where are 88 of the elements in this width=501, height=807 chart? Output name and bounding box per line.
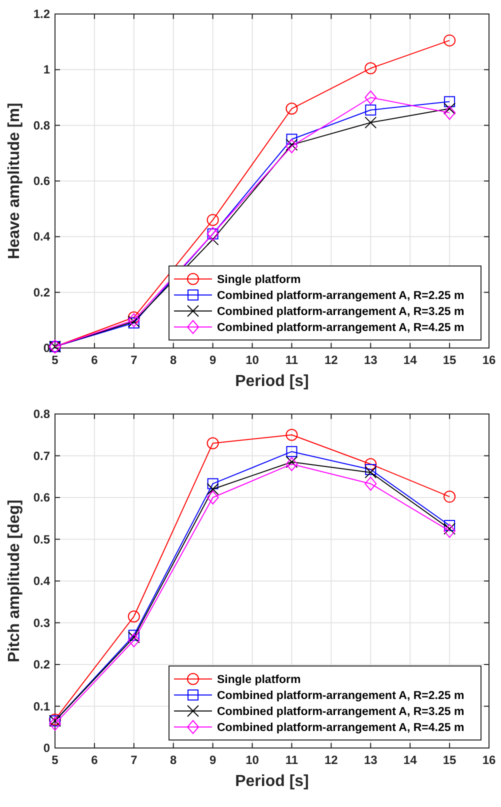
y-tick-label: 0.7 bbox=[33, 448, 50, 463]
x-axis-title: Period [s] bbox=[235, 373, 309, 390]
point bbox=[365, 104, 376, 116]
point bbox=[206, 483, 219, 496]
x-tick-label: 10 bbox=[246, 753, 260, 767]
point bbox=[207, 478, 218, 490]
point bbox=[444, 102, 456, 115]
x-tick-label: 7 bbox=[130, 753, 138, 767]
point bbox=[206, 437, 219, 450]
point bbox=[286, 138, 298, 151]
point bbox=[364, 62, 377, 74]
point bbox=[286, 446, 298, 458]
point bbox=[49, 716, 61, 731]
point bbox=[365, 464, 376, 476]
point bbox=[286, 456, 298, 468]
y-tick-label: 0.2 bbox=[33, 658, 50, 672]
legend-label: Combined platform-arrangement A, R=3.25 m bbox=[217, 706, 464, 718]
x-axis-title: Period [s] bbox=[235, 773, 309, 790]
legend-label: Combined platform-arrangement A, R=4.25 m bbox=[217, 722, 464, 734]
point bbox=[128, 631, 140, 644]
x-tick-label: 5 bbox=[52, 753, 59, 767]
y-tick-label: 0.8 bbox=[33, 118, 50, 132]
y-tick-label: 0 bbox=[43, 741, 50, 755]
y-tick-label: 0.2 bbox=[33, 285, 50, 300]
x-tick-label: 13 bbox=[364, 353, 378, 367]
point bbox=[286, 428, 298, 441]
y-tick-label: 0 bbox=[43, 341, 50, 355]
legend-label: Single platform bbox=[217, 274, 301, 286]
legend-label: Combined platform-arrangement A, R=3.25 m bbox=[217, 306, 464, 318]
x-tick-label: 6 bbox=[91, 753, 98, 767]
legend-label: Single platform bbox=[217, 674, 301, 686]
y-tick-label: 0.6 bbox=[33, 174, 50, 188]
x-tick-label: 6 bbox=[91, 353, 98, 367]
x-tick-label: 7 bbox=[130, 353, 138, 367]
point bbox=[364, 466, 377, 478]
x-tick-label: 14 bbox=[403, 753, 418, 767]
point bbox=[206, 214, 219, 226]
y-tick-label: 0.1 bbox=[33, 699, 50, 714]
x-tick-label: 13 bbox=[364, 753, 378, 767]
point bbox=[128, 633, 140, 648]
legend-label: Combined platform-arrangement A, R=2.25 m bbox=[217, 690, 464, 702]
legend-label: Combined platform-arrangement A, R=2.25 m bbox=[217, 290, 464, 302]
point bbox=[444, 524, 456, 538]
point bbox=[286, 134, 298, 145]
y-axis-title: Heave amplitude [m] bbox=[6, 102, 23, 260]
point bbox=[364, 476, 377, 491]
point bbox=[206, 233, 219, 246]
y-tick-label: 0.4 bbox=[33, 230, 50, 244]
x-tick-label: 12 bbox=[324, 353, 338, 367]
x-tick-label: 15 bbox=[442, 753, 457, 767]
point bbox=[364, 458, 377, 470]
x-tick-label: 16 bbox=[482, 353, 496, 367]
x-tick-label: 14 bbox=[403, 353, 418, 367]
x-tick-label: 8 bbox=[170, 353, 178, 367]
point bbox=[444, 490, 456, 503]
point bbox=[286, 139, 298, 154]
y-tick-label: 0.4 bbox=[33, 574, 50, 588]
point bbox=[364, 116, 377, 129]
y-tick-label: 0.6 bbox=[33, 490, 50, 504]
point bbox=[128, 630, 140, 641]
x-tick-label: 12 bbox=[324, 753, 338, 767]
point bbox=[128, 313, 140, 328]
y-tick-label: 0.8 bbox=[33, 407, 50, 421]
x-tick-label: 10 bbox=[246, 353, 260, 367]
point bbox=[444, 522, 456, 535]
y-tick-label: 0.5 bbox=[33, 532, 50, 546]
x-tick-label: 11 bbox=[285, 753, 298, 767]
y-tick-label: 0.3 bbox=[33, 616, 50, 630]
x-tick-label: 5 bbox=[52, 353, 59, 367]
y-tick-label: 1 bbox=[43, 62, 50, 77]
point bbox=[286, 102, 298, 115]
x-tick-label: 16 bbox=[482, 753, 496, 767]
point bbox=[128, 610, 140, 622]
x-tick-label: 15 bbox=[442, 353, 457, 367]
point bbox=[364, 90, 377, 104]
x-tick-label: 8 bbox=[170, 753, 178, 767]
x-tick-label: 9 bbox=[209, 753, 216, 767]
y-axis-title: Pitch amplitude [deg] bbox=[6, 500, 23, 662]
point bbox=[444, 96, 456, 108]
x-tick-label: 9 bbox=[209, 353, 216, 367]
legend-label: Combined platform-arrangement A, R=4.25 m bbox=[217, 322, 464, 334]
point bbox=[128, 311, 140, 324]
point bbox=[206, 490, 219, 504]
point bbox=[444, 106, 456, 120]
y-tick-label: 1.2 bbox=[33, 7, 50, 21]
x-tick-label: 11 bbox=[285, 353, 298, 367]
point bbox=[286, 457, 298, 472]
point bbox=[444, 34, 456, 46]
